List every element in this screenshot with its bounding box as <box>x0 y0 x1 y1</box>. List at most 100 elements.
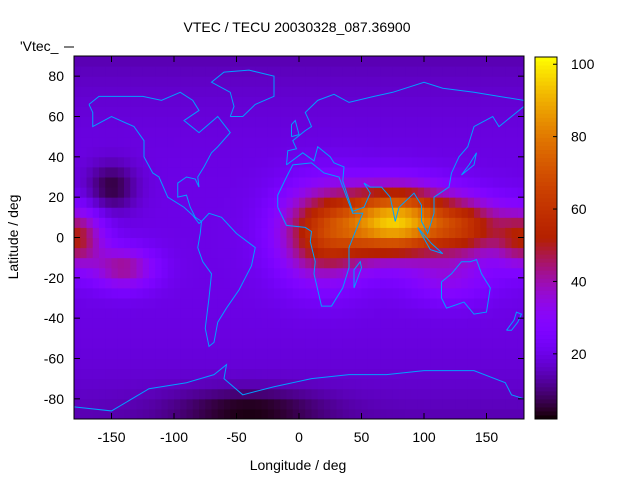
heatmap-cell <box>499 227 506 238</box>
heatmap-cell <box>505 247 512 259</box>
heatmap-cell <box>242 156 250 168</box>
heatmap-cell <box>449 378 456 390</box>
heatmap-cell <box>192 408 200 420</box>
heatmap-cell <box>461 146 469 158</box>
heatmap-cell <box>461 217 469 228</box>
heatmap-cell <box>461 257 469 269</box>
heatmap-cell <box>149 156 156 168</box>
heatmap-cell <box>505 388 512 400</box>
heatmap-cell <box>205 106 212 117</box>
heatmap-cell <box>205 247 212 259</box>
heatmap-cell <box>199 267 206 279</box>
heatmap-cell <box>417 408 425 420</box>
heatmap-cell <box>242 187 250 198</box>
heatmap-cell <box>455 187 462 198</box>
heatmap-cell <box>317 76 325 87</box>
heatmap-cell <box>105 247 112 259</box>
heatmap-cell <box>199 96 206 107</box>
heatmap-cell <box>455 348 462 359</box>
heatmap-cell <box>224 398 231 410</box>
heatmap-cell <box>149 227 156 238</box>
heatmap-cell <box>136 96 144 107</box>
heatmap-cell <box>261 398 269 410</box>
heatmap-cell <box>155 298 162 309</box>
colorbar-segment <box>535 141 557 146</box>
heatmap-cell <box>324 166 331 178</box>
colorbar-segment <box>535 314 557 319</box>
heatmap-cell <box>142 308 150 319</box>
heatmap-cell <box>336 267 344 279</box>
heatmap-cell <box>167 247 175 259</box>
heatmap-cell <box>486 277 494 289</box>
heatmap-cell <box>511 328 519 339</box>
heatmap-cell <box>217 96 225 107</box>
heatmap-cell <box>167 338 175 349</box>
heatmap-cell <box>174 388 181 400</box>
heatmap-cell <box>474 96 481 107</box>
heatmap-cell <box>280 126 287 138</box>
heatmap-cell <box>111 398 119 410</box>
heatmap-cell <box>111 96 119 107</box>
heatmap-cell <box>142 237 150 249</box>
heatmap-cell <box>86 146 94 158</box>
heatmap-cell <box>424 338 431 349</box>
heatmap-cell <box>117 106 125 117</box>
heatmap-cell <box>336 126 344 138</box>
heatmap-cell <box>124 398 131 410</box>
heatmap-cell <box>349 187 356 198</box>
heatmap-cell <box>511 308 519 319</box>
heatmap-cell <box>299 308 306 319</box>
heatmap-cell <box>517 398 525 410</box>
heatmap-cell <box>105 76 112 87</box>
heatmap-cell <box>167 277 175 289</box>
heatmap-cell <box>149 116 156 128</box>
heatmap-cell <box>230 126 237 138</box>
heatmap-cell <box>367 66 375 77</box>
heatmap-cell <box>217 56 225 67</box>
heatmap-cell <box>99 378 106 390</box>
heatmap-cell <box>474 76 481 87</box>
heatmap-cell <box>274 166 281 178</box>
heatmap-cell <box>474 408 481 420</box>
heatmap-cell <box>224 348 231 359</box>
heatmap-cell <box>411 217 419 228</box>
heatmap-cell <box>105 318 112 329</box>
heatmap-cell <box>217 156 225 168</box>
heatmap-cell <box>236 257 244 269</box>
heatmap-cell <box>417 126 425 138</box>
heatmap-cell <box>317 388 325 400</box>
heatmap-cell <box>361 166 369 178</box>
heatmap-cell <box>361 378 369 390</box>
heatmap-cell <box>299 136 306 148</box>
heatmap-cell <box>336 146 344 158</box>
heatmap-cell <box>311 146 319 158</box>
heatmap-cell <box>505 126 512 138</box>
heatmap-cell <box>324 398 331 410</box>
heatmap-cell <box>392 66 400 77</box>
heatmap-cell <box>230 348 237 359</box>
heatmap-cell <box>461 388 469 400</box>
heatmap-cell <box>80 56 87 67</box>
heatmap-cell <box>367 398 375 410</box>
heatmap-cell <box>324 348 331 359</box>
heatmap-cell <box>180 116 187 128</box>
heatmap-cell <box>505 207 512 218</box>
heatmap-cell <box>405 156 412 168</box>
heatmap-cell <box>380 136 387 148</box>
heatmap-cell <box>274 287 281 299</box>
heatmap-cell <box>380 76 387 87</box>
heatmap-cell <box>461 106 469 117</box>
heatmap-cell <box>161 348 169 359</box>
heatmap-cell <box>367 388 375 400</box>
heatmap-cell <box>211 166 219 178</box>
heatmap-cell <box>349 408 356 420</box>
heatmap-cell <box>236 298 244 309</box>
heatmap-cell <box>80 237 87 249</box>
heatmap-cell <box>149 106 156 117</box>
heatmap-cell <box>405 287 412 299</box>
heatmap-cell <box>242 207 250 218</box>
coastline <box>353 260 363 289</box>
heatmap-cell <box>511 217 519 228</box>
heatmap-cell <box>180 66 187 77</box>
